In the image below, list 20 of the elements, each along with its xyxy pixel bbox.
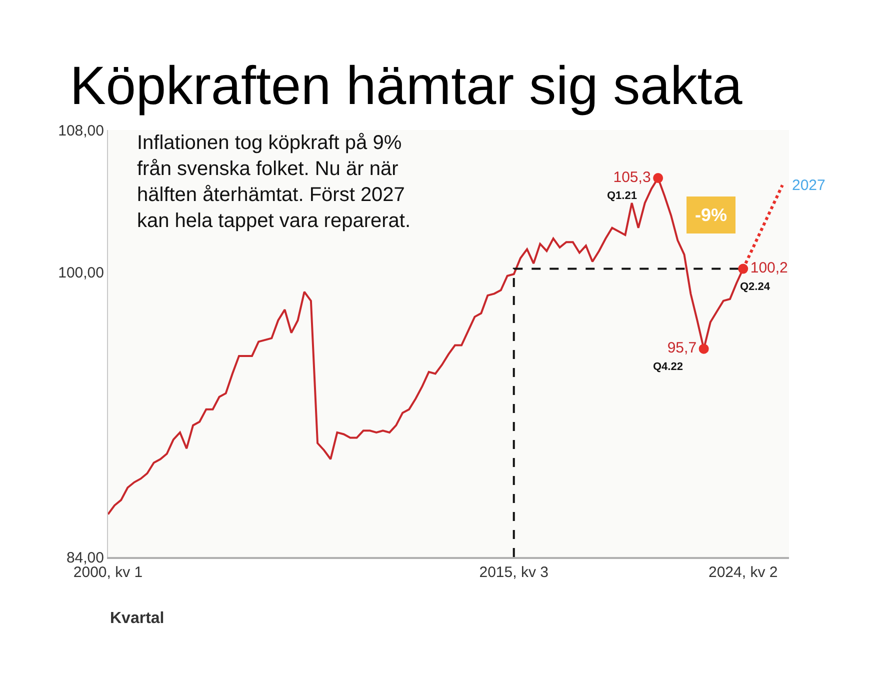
chart-title: Köpkraften hämtar sig sakta — [70, 56, 744, 116]
annotation: Q1.21 — [607, 190, 637, 202]
annotation: -9% — [695, 205, 728, 225]
annotation: 2027 — [792, 177, 826, 194]
x-tick-label: 2000, kv 1 — [73, 564, 143, 581]
data-label: 105,3 — [613, 168, 651, 186]
point — [698, 344, 709, 354]
x-axis-title: Kvartal — [110, 610, 164, 627]
point — [653, 173, 664, 184]
x-tick-label: 2024, kv 2 — [708, 564, 778, 581]
annotation: Q4.22 — [653, 361, 683, 373]
y-tick-label: 100,00 — [58, 264, 104, 282]
point — [738, 264, 748, 274]
x-tick-label: 2015, kv 3 — [479, 564, 548, 581]
data-label: 95,7 — [667, 340, 697, 357]
y-tick-label: 84,00 — [66, 549, 104, 566]
y-tick-label: 108,00 — [58, 122, 104, 140]
annotation: Q2.24 — [740, 281, 771, 293]
annotation: Inflationen tog köpkraft på 9% från svenska folket. Nu är när hälften återhämtat. Först 2027 kan hela tappet vara reparerat. — [137, 132, 411, 232]
data-label: 100,2 — [750, 260, 788, 277]
